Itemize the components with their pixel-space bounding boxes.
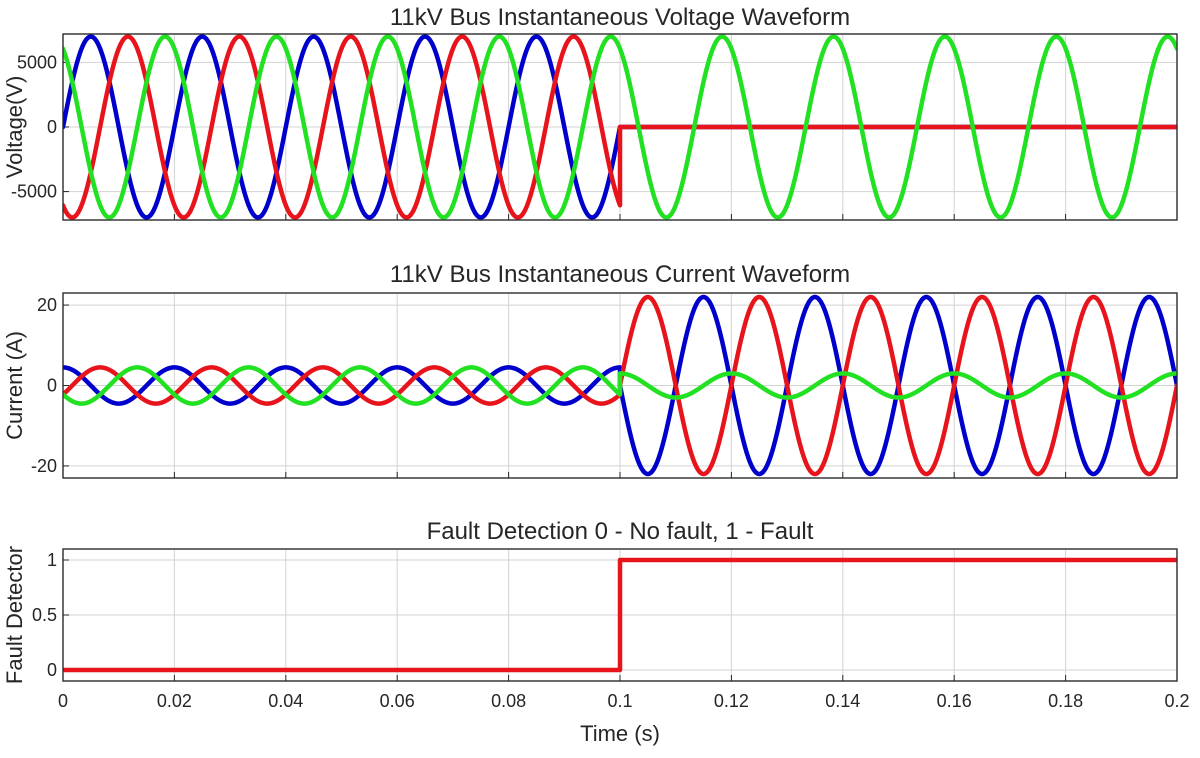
x-tick-label: 0.08 xyxy=(491,691,526,711)
time-axis: 0 0.02 0.04 0.06 0.08 0.1 0.12 0.14 0.16 0.18 0.2 T… xyxy=(58,691,1190,746)
voltage-plot-title: 11kV Bus Instantaneous Voltage Waveform xyxy=(390,4,850,31)
voltage-y-axis-label: Voltage(V) xyxy=(2,76,27,179)
fault-y-axis-label: Fault Detector xyxy=(2,546,27,684)
voltage-series-line-3 xyxy=(63,34,1177,220)
fault-traces xyxy=(63,557,1177,673)
x-tick-label: 0.14 xyxy=(825,691,860,711)
voltage-y-tick-label: 5000 xyxy=(17,52,57,72)
x-axis-label: Time (s) xyxy=(580,721,660,746)
current-plot-border xyxy=(62,292,1178,479)
x-tick-label: 0.2 xyxy=(1164,691,1189,711)
x-tick-label: 0.18 xyxy=(1048,691,1083,711)
current-y-tick-label: -20 xyxy=(31,456,57,476)
x-tick-label: 0.04 xyxy=(268,691,303,711)
current-y-tick-label: 0 xyxy=(47,376,57,396)
current-series-line-3 xyxy=(63,365,1177,406)
x-tick-label: 0 xyxy=(58,691,68,711)
current-waveform-plot: -20 0 20 11kV Bus Instantaneous Current Wav… xyxy=(2,261,1178,479)
fault-y-tick-label: 1 xyxy=(47,550,57,570)
voltage-plot-border xyxy=(62,33,1178,221)
fault-y-tick-label: 0 xyxy=(47,660,57,680)
fault-plot-border xyxy=(62,548,1178,682)
voltage-waveform-plot: -5000 0 5000 11kV Bus Instantaneous Voltage… xyxy=(2,4,1178,221)
x-tick-label: 0.06 xyxy=(380,691,415,711)
x-tick-label: 0.16 xyxy=(937,691,972,711)
x-tick-label: 0.1 xyxy=(607,691,632,711)
voltage-series-line-2 xyxy=(63,34,1177,220)
current-traces xyxy=(63,294,1177,477)
x-tick-label: 0.02 xyxy=(157,691,192,711)
x-tick-label: 0.12 xyxy=(714,691,749,711)
fault-series-line-1 xyxy=(63,557,1177,673)
current-y-tick-label: 20 xyxy=(37,295,57,315)
current-y-axis-label: Current (A) xyxy=(2,331,27,440)
current-plot-title: 11kV Bus Instantaneous Current Waveform xyxy=(390,261,850,288)
fault-plot-title: Fault Detection 0 - No fault, 1 - Fault xyxy=(427,518,814,545)
voltage-y-tick-label: 0 xyxy=(47,117,57,137)
voltage-traces xyxy=(63,34,1177,220)
voltage-y-tick-label: -5000 xyxy=(11,182,57,202)
fault-y-tick-label: 0.5 xyxy=(32,605,57,625)
fault-detection-plot: 0 0.5 1 Fault Detection 0 - No fault, 1 - F… xyxy=(2,518,1178,684)
